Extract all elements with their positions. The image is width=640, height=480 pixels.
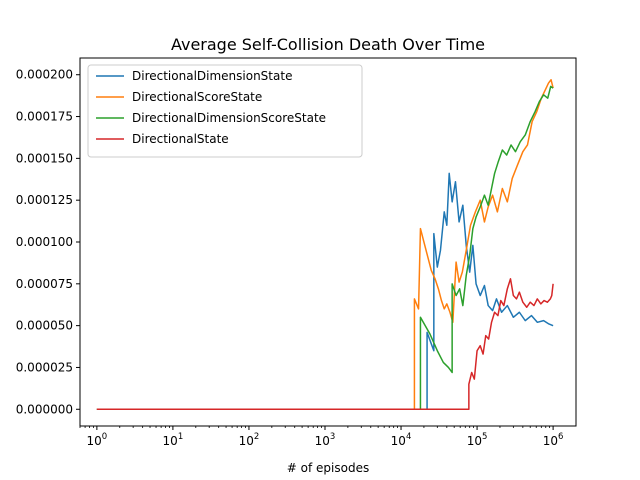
- x-tick-label-0: 100: [87, 432, 108, 448]
- x-tick-label-2: 102: [239, 432, 260, 448]
- x-tick-label-1: 101: [163, 432, 184, 448]
- legend-label-0: DirectionalDimensionState: [132, 69, 292, 83]
- series-layer: [96, 79, 554, 411]
- y-tick-label-1: 0.000025: [16, 360, 73, 374]
- y-tick-label-3: 0.000075: [16, 277, 73, 291]
- y-tick-label-0: 0.000000: [16, 402, 73, 416]
- y-tick-label-2: 0.000050: [16, 319, 73, 333]
- series-line-2: [96, 85, 554, 411]
- legend-label-3: DirectionalState: [132, 132, 229, 146]
- x-tick-label-4: 104: [391, 432, 412, 448]
- y-tick-label-6: 0.000150: [16, 151, 73, 165]
- y-tick-label-4: 0.000100: [16, 235, 73, 249]
- legend: DirectionalDimensionState DirectionalScor…: [87, 64, 363, 158]
- axes-layer: 0.000000 0.000025 0.000050 0.000075 0.000100…: [16, 57, 577, 448]
- series-line-0: [96, 172, 554, 411]
- y-tick-label-7: 0.000175: [16, 110, 73, 124]
- x-tick-label-3: 103: [315, 432, 336, 448]
- legend-box: [87, 64, 363, 158]
- y-tick-label-5: 0.000125: [16, 193, 73, 207]
- legend-label-2: DirectionalDimensionScoreState: [132, 111, 326, 125]
- legend-label-1: DirectionalScoreState: [132, 90, 262, 104]
- series-line-1: [96, 79, 554, 411]
- x-tick-label-6: 106: [543, 432, 564, 448]
- y-tick-label-8: 0.000200: [16, 68, 73, 82]
- x-tick-label-5: 105: [467, 432, 488, 448]
- series-line-3: [96, 278, 554, 411]
- x-axis-label: # of episodes: [287, 461, 369, 475]
- chart-title: Average Self-Collision Death Over Time: [171, 35, 485, 54]
